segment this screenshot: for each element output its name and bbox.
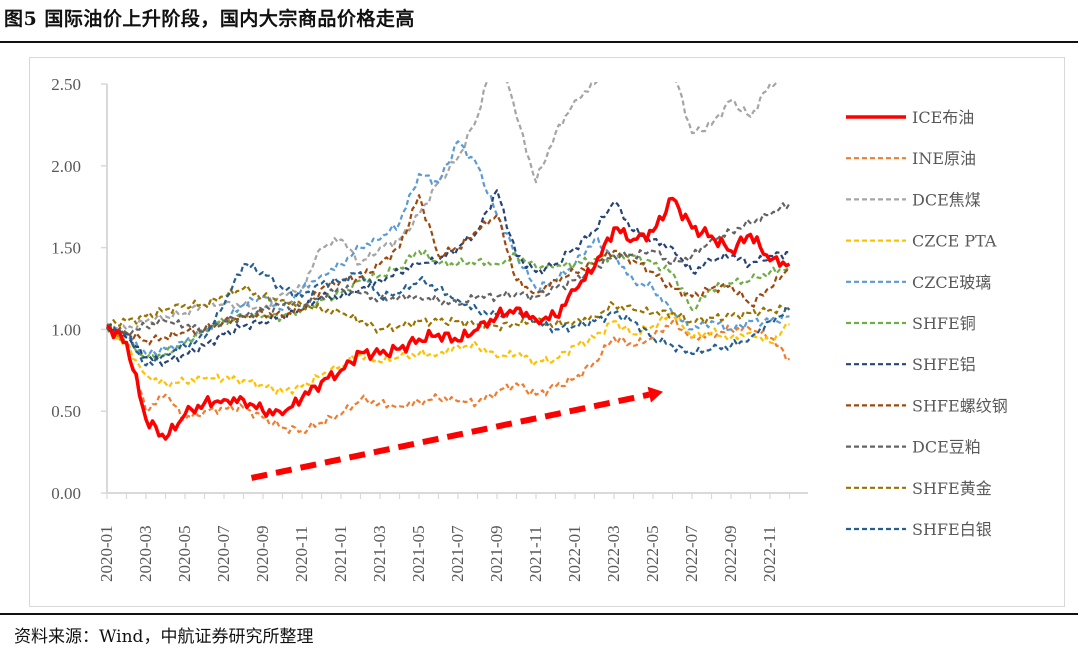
x-tick-label: 2020-05 [175,525,194,582]
y-tick-label: 0.50 [51,402,81,421]
legend-label-7: SHFE螺纹钢 [912,396,1008,415]
series-layer [106,82,791,441]
series-line-10 [106,262,791,367]
series-line-3 [106,311,790,395]
x-tick-label: 2022-05 [643,525,662,582]
legend-label-10: SHFE白银 [912,520,992,539]
series-line-8 [106,202,791,337]
legend-label-6: SHFE铝 [912,355,976,374]
chart-frame [29,57,1065,607]
x-tick-label: 2020-09 [253,525,272,582]
bottom-rule-divider [0,613,1078,615]
x-tick-label: 2020-07 [214,525,233,582]
series-line-1 [106,318,790,434]
x-tick-label: 2020-03 [136,525,155,582]
x-tick-label: 2021-01 [331,525,350,582]
x-tick-label: 2022-11 [760,526,779,582]
x-tick-label: 2020-01 [97,525,116,582]
x-tick-label: 2022-07 [682,525,701,582]
legend-label-3: CZCE PTA [912,232,997,251]
legend-label-9: SHFE黄金 [912,479,992,498]
x-tick-label: 2021-03 [370,525,389,582]
source-note: 资料来源：Wind，中航证券研究所整理 [14,627,314,647]
x-tick-label: 2021-05 [409,525,428,582]
x-tick-label: 2021-09 [487,525,506,582]
y-tick-label: 2.00 [51,157,81,176]
y-tick-label: 1.50 [51,239,81,258]
series-line-2 [106,82,780,334]
y-tick-label: 2.50 [51,75,81,94]
y-tick-label: 1.00 [51,320,81,339]
axes: 0.00 0.50 1.00 1.50 2.00 2.50 2020-01 2020-03 20… [51,75,808,582]
annotation-layer [250,386,663,481]
x-tick-label: 2021-07 [448,525,467,582]
figure-title: 图5 国际油价上升阶段，国内大宗商品价格走高 [4,8,415,30]
x-tick-label: 2022-09 [721,525,740,582]
legend-label-5: SHFE铜 [912,314,976,333]
x-tick-label: 2021-11 [526,526,545,582]
series-line-6 [106,189,790,367]
trend-arrow-shaft [250,391,650,481]
legend-label-4: CZCE玻璃 [912,273,991,292]
top-rule-divider [0,41,1078,43]
x-tick-label: 2022-03 [604,525,623,582]
x-tick-label: 2020-11 [292,526,311,582]
trend-arrow-head [647,386,663,403]
series-line-9 [106,284,790,334]
x-tick-label: 2022-01 [565,525,584,582]
series-line-0 [106,196,791,441]
legend: ICE布油 INE原油 DCE焦煤 CZCE PTA CZCE玻璃 SHFE铜 SHFE铝 S… [846,108,1008,539]
legend-label-2: DCE焦煤 [912,190,981,209]
legend-label-0: ICE布油 [912,108,974,127]
legend-label-8: DCE豆粕 [912,438,981,457]
series-line-4 [106,140,790,356]
y-tick-label: 0.00 [51,484,81,503]
legend-label-1: INE原油 [912,149,976,168]
